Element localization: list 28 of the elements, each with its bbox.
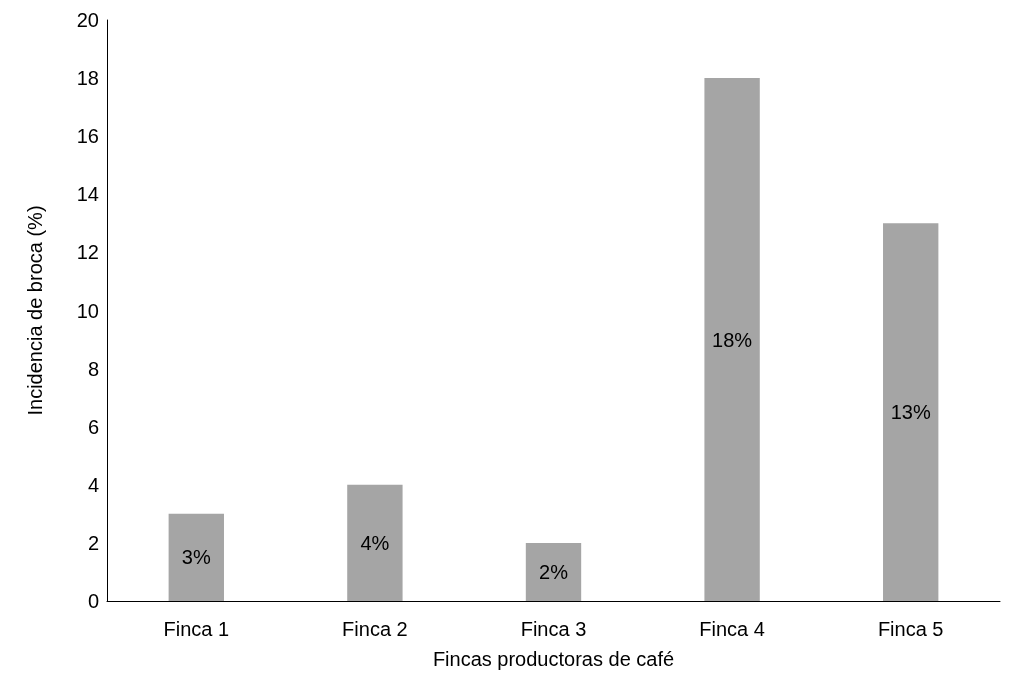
y-tick-label: 4	[87, 473, 99, 496]
bar	[704, 78, 760, 601]
y-tick-label: 12	[76, 241, 99, 264]
x-tick-label: Finca 5	[877, 618, 944, 640]
x-tick-label: Finca 1	[163, 618, 230, 640]
y-tick-label: 0	[87, 590, 99, 612]
y-tick-label: 16	[76, 125, 99, 148]
data-label: 2%	[539, 560, 569, 583]
data-label: 13%	[890, 401, 931, 424]
data-label: 18%	[712, 328, 753, 351]
bar	[525, 542, 582, 601]
y-tick-label: 18	[76, 67, 99, 90]
y-tick-label: 20	[76, 9, 99, 31]
y-axis-title: Incidencia de broca (%)	[24, 205, 46, 416]
y-tick-label: 2	[87, 531, 99, 554]
y-tick-label: 8	[87, 357, 99, 380]
x-tick-label: Finca 2	[342, 618, 408, 640]
bar	[883, 223, 939, 601]
bar	[347, 484, 403, 601]
bar	[168, 513, 224, 601]
y-tick-label: 6	[87, 415, 99, 438]
x-axis-title: Fincas productoras de café	[432, 648, 675, 670]
y-tick-label: 10	[76, 299, 99, 322]
y-tick-label: 14	[76, 183, 99, 206]
data-label: 4%	[360, 531, 390, 554]
data-label: 3%	[181, 546, 211, 569]
x-tick-label: Finca 3	[520, 618, 587, 640]
x-tick-label: Finca 4	[699, 618, 765, 640]
